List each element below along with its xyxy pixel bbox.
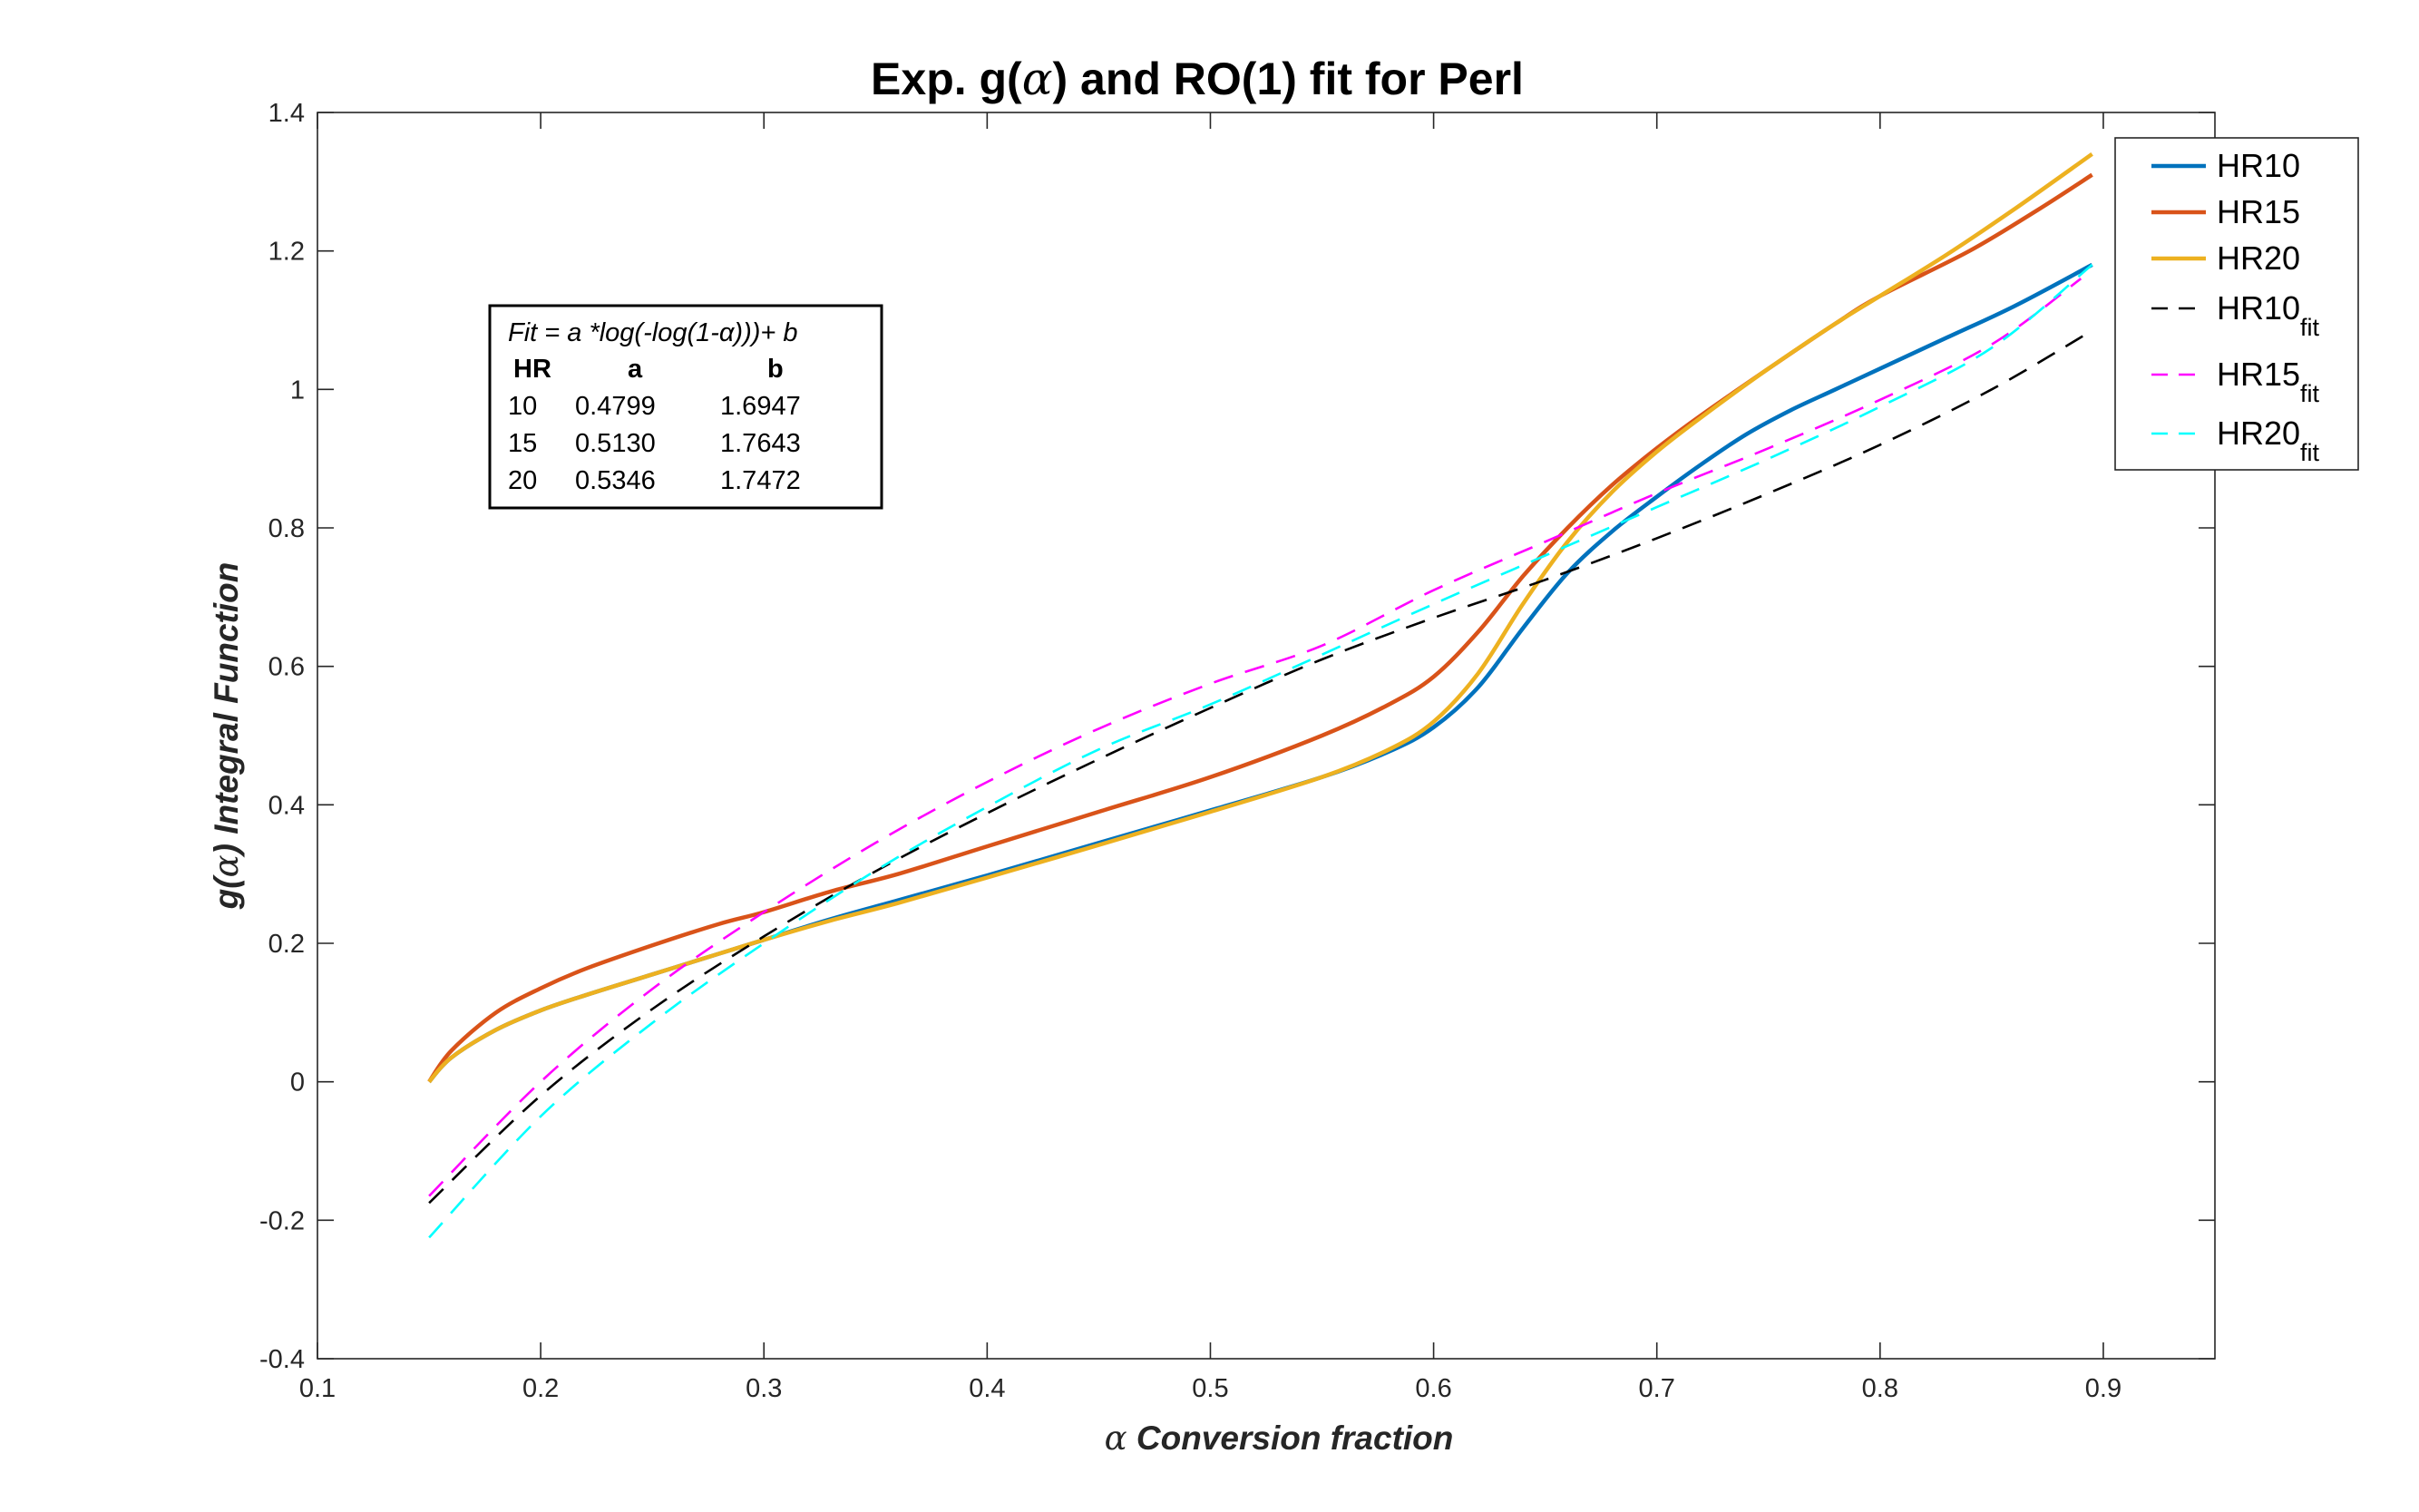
series-layer — [427, 151, 2093, 1239]
annotation-row-a: 0.5346 — [575, 466, 656, 495]
series-line-hr20fit — [428, 263, 2093, 1239]
y-axis-label: g(α) Integral Function — [207, 562, 246, 911]
fit-annotation-box: Fit = a *log(-log(1-α)))+ b HR a b 10 0.… — [488, 304, 883, 510]
y-tick-label: -0.4 — [259, 1345, 305, 1374]
x-tick-label: 0.4 — [969, 1374, 1005, 1403]
x-tick-label: 0.3 — [746, 1374, 782, 1403]
x-tick-label: 0.9 — [2085, 1374, 2122, 1403]
annotation-formula: Fit = a *log(-log(1-α)))+ b — [508, 318, 798, 347]
x-axis-label: α Conversion fraction — [1105, 1419, 1454, 1458]
legend-box — [2114, 137, 2359, 471]
x-tick-label: 0.6 — [1415, 1374, 1451, 1403]
annotation-row-b: 1.6947 — [720, 392, 801, 421]
annotation-border — [488, 304, 883, 510]
y-tick-label: 1.4 — [268, 99, 305, 128]
x-tick-label: 0.7 — [1639, 1374, 1675, 1403]
x-tick-label: 0.5 — [1192, 1374, 1228, 1403]
legend-label: HR15fit — [2217, 356, 2320, 407]
x-tick-label: 0.8 — [1862, 1374, 1898, 1403]
legend-label: HR10fit — [2217, 289, 2320, 341]
chart-title: Exp. g(α) and RO(1) fit for Perl — [871, 53, 1524, 105]
annotation-header-b: b — [767, 355, 784, 384]
x-tick-label: 0.2 — [522, 1374, 559, 1403]
annotation-row-a: 0.4799 — [575, 392, 656, 421]
y-tick-label: 0.6 — [268, 653, 305, 682]
annotation-row-a: 0.5130 — [575, 429, 656, 458]
y-tick-label: 0.4 — [268, 791, 305, 820]
y-tick-label: 0.8 — [268, 514, 305, 543]
annotation-row-b: 1.7643 — [720, 429, 801, 458]
tick-layer: 0.1 0.2 0.3 0.4 0.5 0.6 0.7 0.8 0.9 -0.4 -0.2 0 0.2 0… — [259, 99, 2215, 1403]
y-tick-label: 1 — [290, 376, 305, 405]
annotation-row-hr: 10 — [508, 392, 537, 421]
legend-label: HR15 — [2217, 193, 2300, 230]
plot-area — [317, 112, 2215, 1359]
x-tick-label: 0.1 — [299, 1374, 336, 1403]
y-tick-label: 1.2 — [268, 238, 305, 267]
legend-label: HR20fit — [2217, 415, 2320, 466]
series-line-hr20 — [427, 151, 2093, 1084]
annotation-header-a: a — [628, 355, 643, 384]
annotation-row-hr: 15 — [508, 429, 537, 458]
y-tick-label: 0.2 — [268, 930, 305, 959]
y-tick-label: -0.2 — [259, 1206, 305, 1235]
legend: HR10 HR15 HR20 HR10fit HR15fit HR20fit — [2114, 137, 2359, 471]
annotation-row-hr: 20 — [508, 466, 537, 495]
annotation-header-hr: HR — [513, 355, 551, 384]
axes-box — [317, 112, 2216, 1360]
legend-label: HR20 — [2217, 239, 2300, 277]
series-line-hr10fit — [428, 329, 2093, 1205]
series-line-hr15fit — [428, 278, 2082, 1197]
legend-label: HR10 — [2217, 147, 2300, 184]
y-tick-label: 0 — [290, 1068, 305, 1097]
annotation-row-b: 1.7472 — [720, 466, 801, 495]
